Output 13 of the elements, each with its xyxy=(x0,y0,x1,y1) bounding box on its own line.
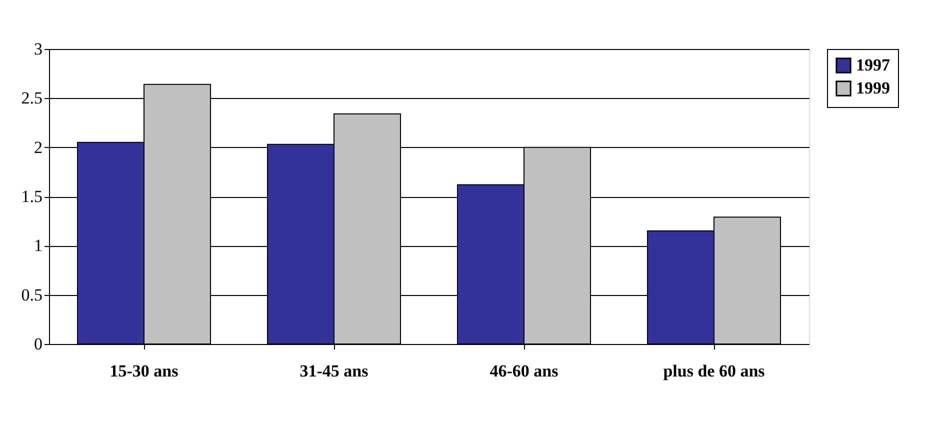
y-tick-label: 0 xyxy=(34,334,42,354)
y-tick-label: 2 xyxy=(34,138,42,157)
y-tick-label: 3 xyxy=(34,40,42,58)
x-tick-label: 15-30 ans xyxy=(110,362,179,380)
y-tick-label: 2.5 xyxy=(21,88,42,108)
y-tick-label: 1.5 xyxy=(21,187,42,206)
legend-label: 1997 xyxy=(856,56,890,74)
x-tick-label: 46-60 ans xyxy=(490,362,559,380)
legend-label: 1999 xyxy=(856,78,890,98)
y-tick-label: 1 xyxy=(34,236,42,256)
y-tick-label: 0.5 xyxy=(21,285,42,304)
x-tick-label: plus de 60 ans xyxy=(663,362,766,380)
x-tick-label: 31-45 ans xyxy=(300,362,369,380)
